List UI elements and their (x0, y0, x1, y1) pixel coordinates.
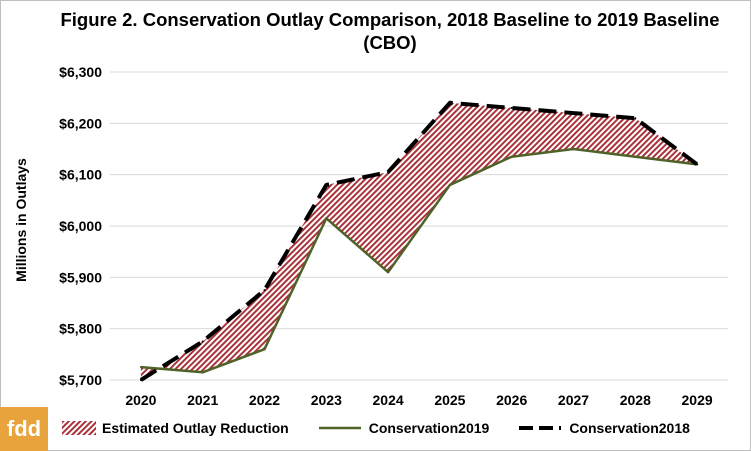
point-conservation2019 (572, 148, 575, 150)
x-tick-label: 2029 (682, 392, 713, 408)
y-tick-label: $6,200 (59, 115, 102, 131)
x-tick-label: 2022 (249, 392, 280, 408)
point-conservation2018 (696, 163, 699, 166)
legend-item-2019: Conservation2019 (317, 420, 490, 436)
point-conservation2019 (139, 366, 142, 369)
series-line-conservation2018 (139, 100, 699, 382)
legend: Estimated Outlay Reduction Conservation2… (62, 420, 718, 436)
point-conservation2019 (634, 155, 637, 158)
y-tick-labels: $5,700 $5,800 $5,900 $6,000 $6,100 $6,200 $6,3… (59, 64, 102, 388)
x-tick-label: 2024 (373, 392, 404, 408)
legend-swatch-2018 (519, 426, 562, 430)
x-tick-label: 2021 (187, 392, 218, 408)
y-tick-label: $5,900 (59, 269, 102, 285)
legend-label-2019: Conservation2019 (368, 420, 490, 436)
point-conservation2018 (448, 101, 451, 104)
series-marks (139, 100, 699, 382)
legend-swatch-2019 (318, 426, 361, 430)
point-conservation2018 (634, 117, 637, 120)
x-tick-label: 2023 (311, 392, 342, 408)
point-conservation2019 (263, 348, 266, 351)
legend-item-reduction: Estimated Outlay Reduction (62, 420, 289, 436)
point-conservation2018 (201, 340, 204, 343)
y-tick-label: $6,300 (59, 64, 102, 80)
point-conservation2018 (325, 183, 328, 186)
legend-label-2018: Conservation2018 (569, 420, 690, 436)
point-conservation2018 (510, 106, 513, 109)
chart-title: Figure 2. Conservation Outlay Comparison… (60, 9, 720, 53)
legend-item-2018: Conservation2018 (517, 420, 690, 436)
reduction-area (140, 102, 698, 381)
y-tick-label: $6,100 (59, 167, 102, 183)
point-conservation2018 (387, 171, 390, 174)
x-tick-label: 2020 (125, 392, 156, 408)
y-tick-label: $5,700 (59, 372, 102, 388)
x-tick-label: 2025 (434, 392, 465, 408)
point-conservation2019 (510, 155, 513, 158)
legend-label-reduction: Estimated Outlay Reduction (102, 420, 289, 436)
legend-swatch-hatched (62, 421, 96, 435)
y-tick-label: $6,000 (59, 218, 102, 234)
y-tick-label: $5,800 (59, 321, 102, 337)
point-conservation2019 (325, 217, 328, 220)
series-line-conservation2019 (140, 147, 698, 374)
point-conservation2018 (263, 289, 266, 292)
point-conservation2018 (572, 112, 575, 115)
point-conservation2019 (448, 183, 451, 186)
point-conservation2019 (201, 371, 204, 374)
fdd-logo: fdd (0, 407, 48, 451)
x-tick-label: 2027 (558, 392, 589, 408)
point-conservation2019 (387, 271, 390, 274)
x-tick-label: 2026 (496, 392, 527, 408)
x-tick-labels: 2020 2021 2022 2023 2024 2025 2026 2027 2028 2029 (125, 392, 713, 408)
x-tick-label: 2028 (620, 392, 651, 408)
point-conservation2018 (139, 379, 142, 381)
